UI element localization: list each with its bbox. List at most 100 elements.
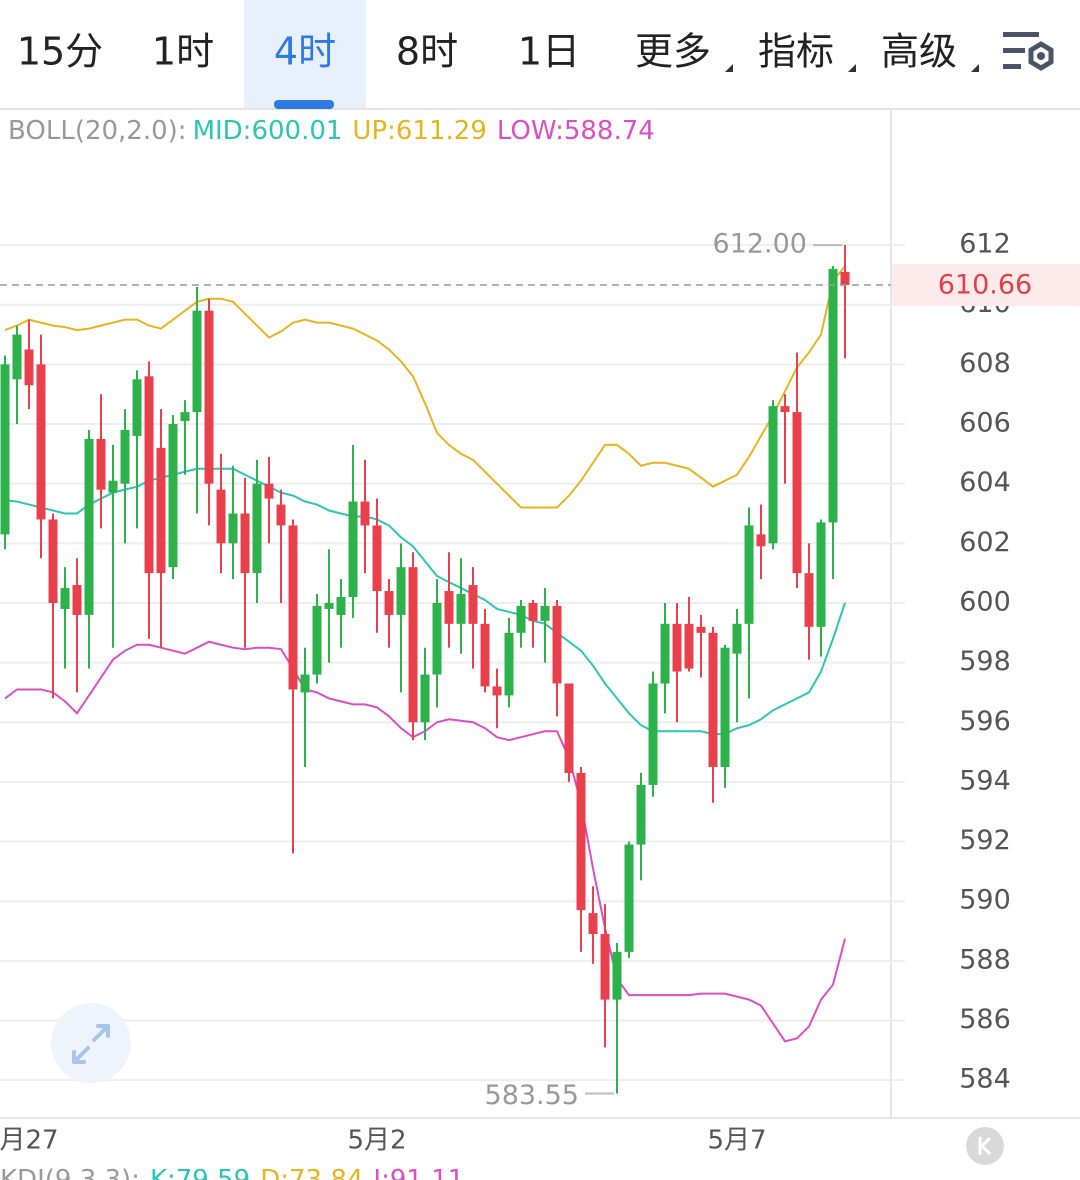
kdj-entry: J:91.11 — [371, 1165, 464, 1180]
candle-body — [744, 525, 754, 624]
candle-body — [804, 573, 814, 627]
candle-body — [420, 674, 430, 723]
y-tick-label: 584 — [959, 1064, 1011, 1095]
candle-body — [516, 605, 526, 633]
candle-body — [492, 686, 502, 696]
dropdown-mark — [971, 64, 979, 72]
candle-body — [552, 605, 562, 684]
y-tick-label: 594 — [959, 765, 1011, 796]
tab[interactable]: 高级 — [881, 30, 957, 74]
candle-body — [288, 525, 298, 690]
boll-line — [4, 265, 846, 509]
candle-body — [48, 519, 58, 603]
candle-body — [36, 364, 46, 520]
candle-body — [228, 513, 238, 544]
candle-body — [564, 683, 574, 773]
x-tick-label: 月27 — [0, 1126, 59, 1156]
candle-body — [84, 438, 94, 615]
y-tick-label: 612 — [959, 229, 1011, 260]
candle-body — [108, 480, 118, 493]
candle-body — [120, 429, 130, 484]
candle-body — [336, 597, 346, 615]
y-tick-label: 602 — [959, 527, 1011, 558]
legend: BOLL(20,2.0): MID:600.01 UP:611.29 LOW:588.… — [8, 116, 655, 146]
candle-body — [696, 626, 706, 633]
candle-body — [456, 594, 466, 624]
last-price-tag — [892, 264, 1080, 307]
candle-body — [204, 310, 214, 484]
expand-arrows — [72, 1024, 110, 1064]
tab[interactable]: 1时 — [152, 30, 214, 74]
candle-body — [756, 534, 766, 547]
candle-body — [636, 784, 646, 845]
candle-body — [372, 525, 382, 592]
tab[interactable]: 15分 — [17, 30, 103, 74]
kdj-legend: KDJ(9,3,3): K:79.59 D:73.84 J:91.11 — [0, 1165, 464, 1180]
expand-circle — [51, 1003, 131, 1083]
candle-body — [828, 268, 838, 523]
y-tick-label: 608 — [959, 348, 1011, 379]
last-price-label: 610.66 — [938, 270, 1032, 301]
extreme-label: 583.55 — [485, 1080, 579, 1111]
candle-body — [684, 623, 694, 669]
candle-body — [792, 412, 802, 574]
kdj-entry: D:73.84 — [260, 1165, 363, 1180]
settings-icon[interactable] — [1003, 32, 1054, 71]
candle-body — [360, 501, 370, 526]
indicator-label: BOLL(20,2.0): — [8, 116, 187, 146]
expand-button[interactable] — [51, 1003, 131, 1083]
candle-body — [216, 489, 226, 544]
y-tick-label: 590 — [959, 885, 1011, 916]
candle-body — [180, 412, 190, 422]
candle-body — [660, 623, 670, 684]
legend-entry: LOW:588.74 — [497, 116, 655, 146]
icon-bar — [1003, 64, 1021, 69]
candle-body — [300, 674, 310, 693]
tab[interactable]: 4时 — [274, 30, 336, 74]
candle-body — [732, 623, 742, 654]
candle-body — [480, 623, 490, 687]
tab-indicator — [274, 100, 334, 109]
candle-body — [60, 588, 70, 609]
tab[interactable]: 指标 — [758, 30, 834, 74]
candle-body — [672, 623, 682, 672]
candle-body — [444, 591, 454, 624]
candle-body — [408, 567, 418, 723]
candle-body — [468, 585, 478, 624]
y-tick-label: 606 — [959, 408, 1011, 439]
x-tick-label: 5月7 — [707, 1126, 766, 1156]
candle-body — [816, 522, 826, 627]
candle-body — [264, 483, 274, 499]
tab[interactable]: 8时 — [396, 30, 458, 74]
y-tick-label: 588 — [959, 944, 1011, 975]
candle-body — [192, 310, 202, 413]
candle-body — [144, 376, 154, 574]
candle-body — [312, 605, 322, 675]
candle-body — [528, 602, 538, 621]
legend-entry: MID:600.01 — [193, 116, 343, 146]
candle-body — [12, 334, 22, 380]
candle-body — [588, 913, 598, 934]
candle-body — [840, 271, 850, 286]
candle-body — [768, 406, 778, 544]
candle-body — [396, 567, 406, 615]
tab[interactable]: 更多 — [635, 30, 711, 74]
tab[interactable]: 1日 — [518, 30, 580, 74]
candle-body — [540, 605, 550, 621]
candle-body — [276, 504, 286, 526]
icon-bar — [1003, 48, 1025, 53]
candle-body — [720, 647, 730, 767]
tab-highlight — [244, 0, 366, 108]
candle-body — [324, 602, 334, 609]
y-tick-label: 586 — [959, 1004, 1011, 1035]
legend-entry: UP:611.29 — [352, 116, 486, 146]
candle-body — [432, 602, 442, 675]
collapse-button[interactable] — [966, 1127, 1004, 1165]
candle-body — [168, 424, 178, 568]
candle-body — [648, 683, 658, 785]
candle-body — [72, 585, 82, 615]
k-circle — [966, 1127, 1004, 1165]
candle-body — [384, 591, 394, 615]
